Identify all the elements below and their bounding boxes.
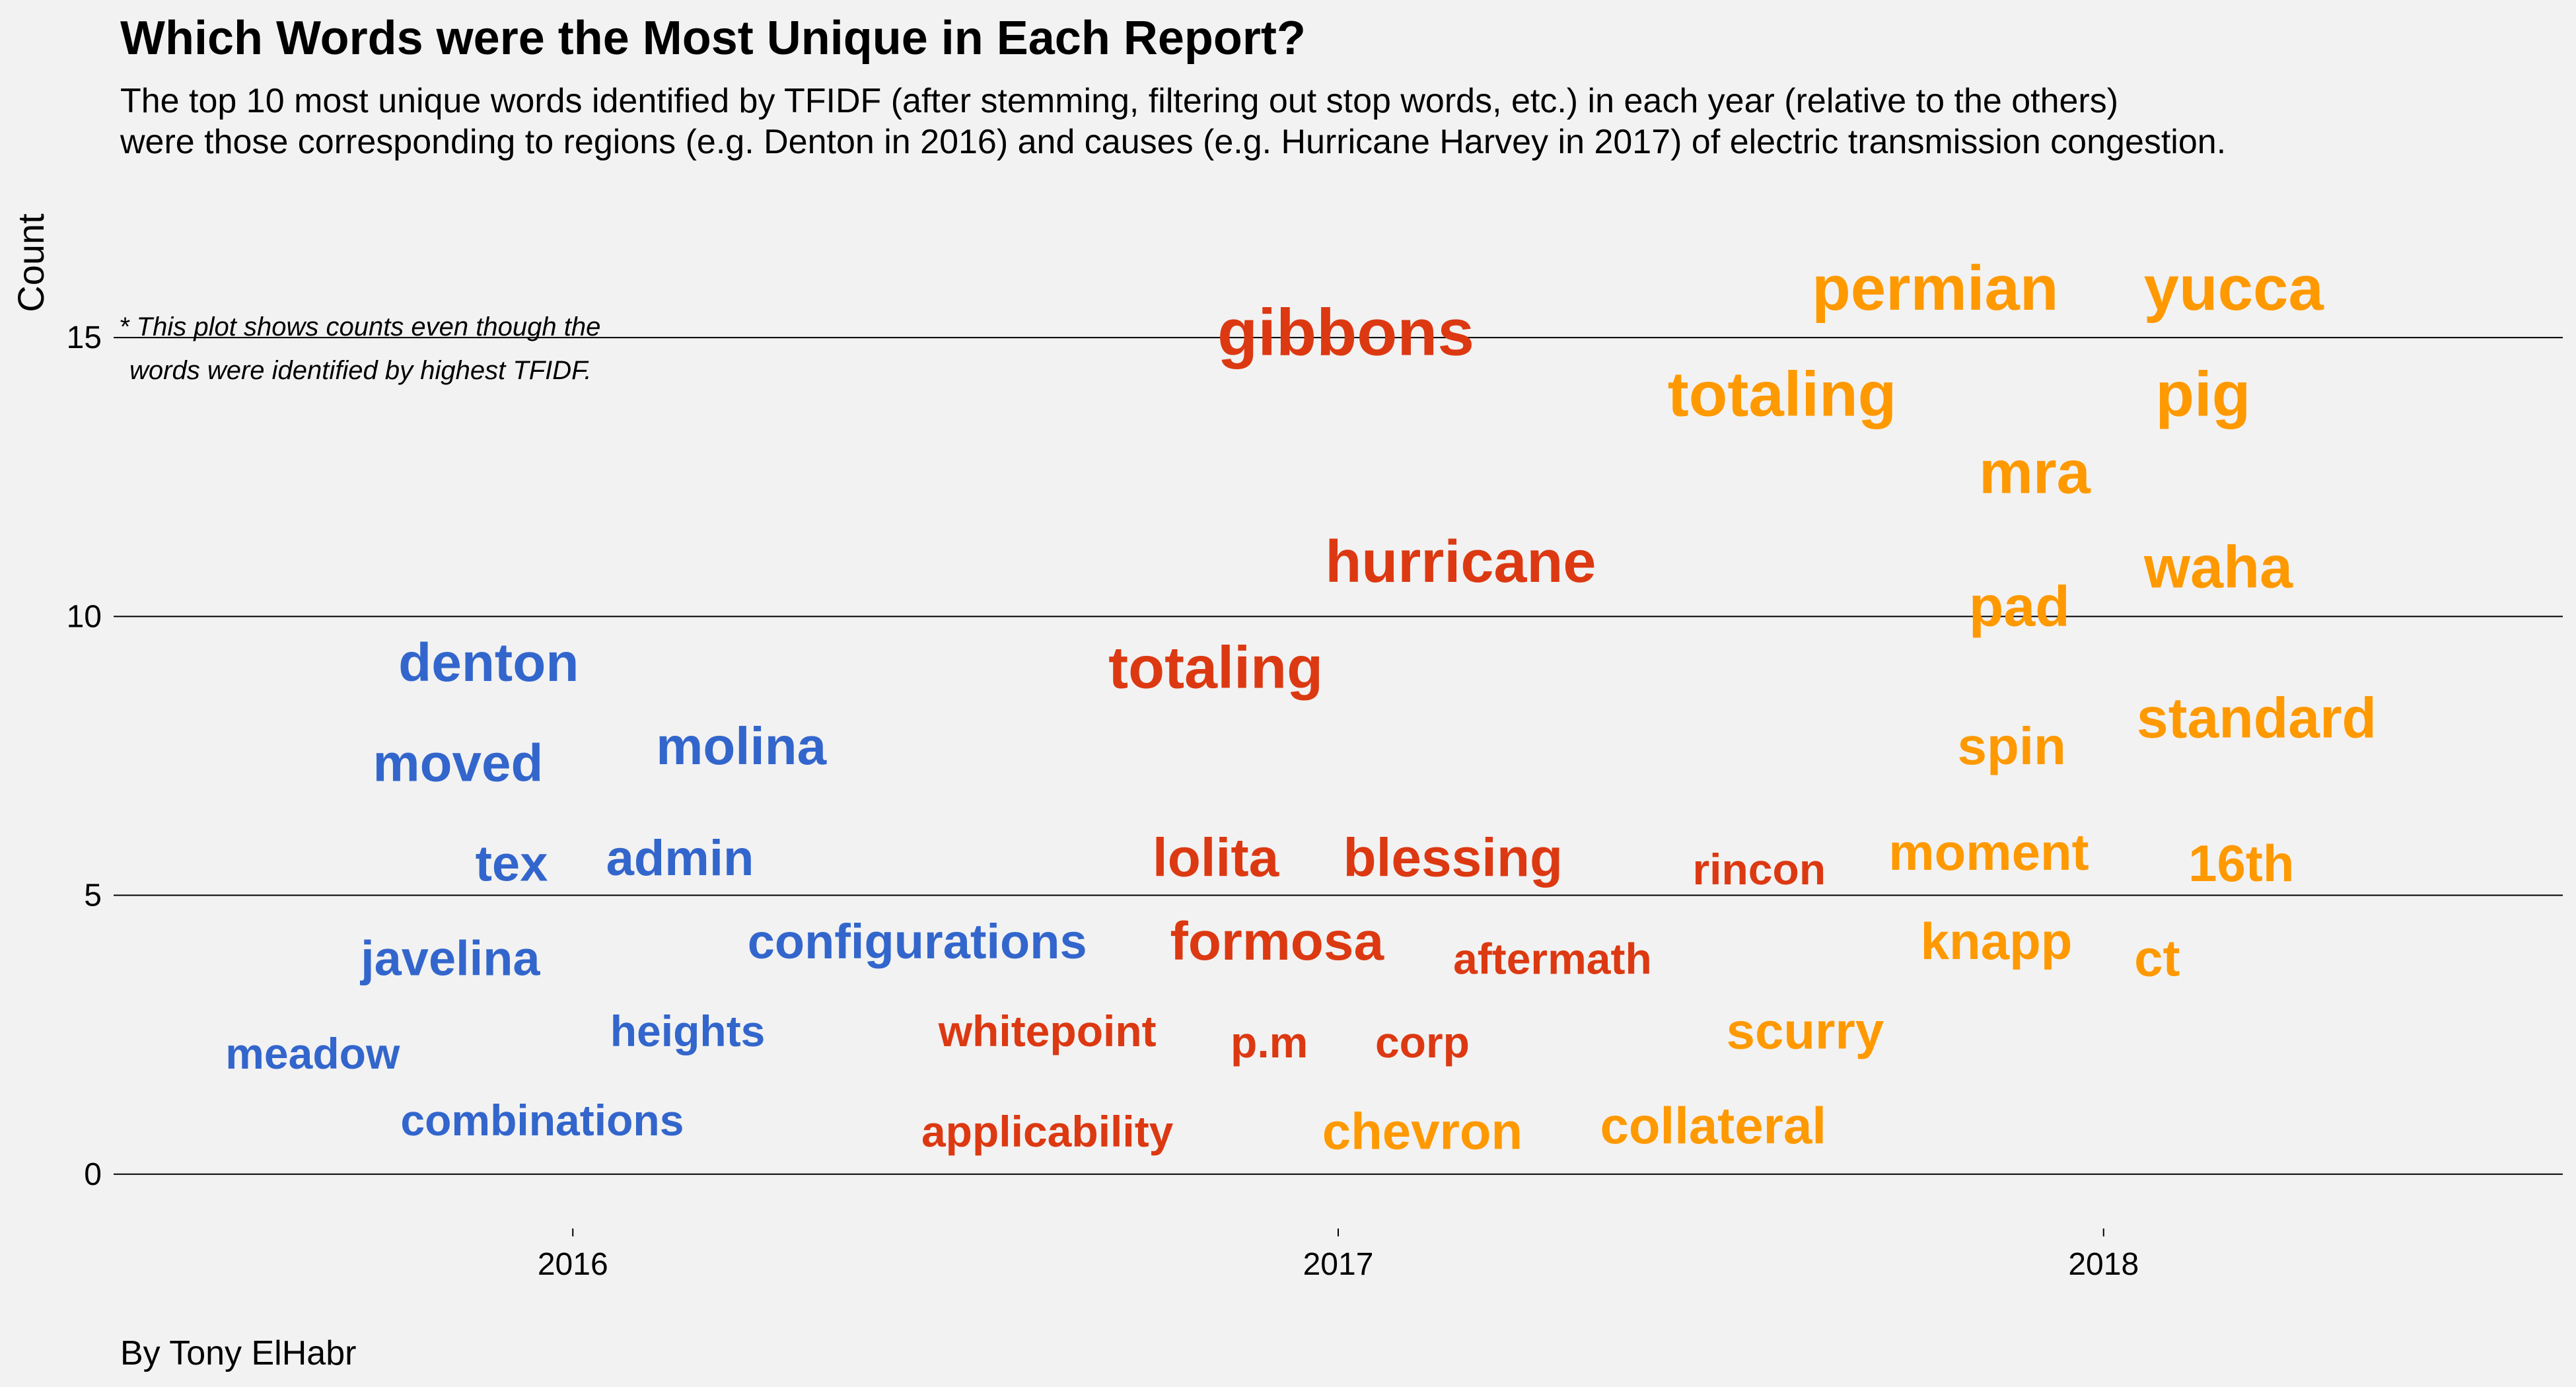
y-tick-label: 0 bbox=[84, 1157, 102, 1192]
word-label-2017: whitepoint bbox=[938, 1007, 1157, 1055]
word-label-2018: waha bbox=[2143, 535, 2293, 601]
word-label-2016: molina bbox=[656, 717, 826, 775]
annotation-line-2: words were identified by highest TFIDF. bbox=[129, 356, 592, 385]
word-label-2018: spin bbox=[1957, 717, 2065, 775]
word-label-2016: tex bbox=[476, 836, 548, 892]
word-label-2017: totaling bbox=[1108, 635, 1323, 701]
word-label-2018: pig bbox=[2155, 359, 2250, 429]
word-label-2016: configurations bbox=[748, 914, 1087, 969]
word-label-2018: mra bbox=[1979, 439, 2091, 507]
word-label-2018: standard bbox=[2137, 686, 2377, 750]
word-label-2017: hurricane bbox=[1325, 529, 1596, 595]
word-label-2016: javelina bbox=[359, 931, 540, 985]
word-label-2016: combinations bbox=[400, 1096, 684, 1145]
x-tick-label: 2016 bbox=[538, 1247, 608, 1282]
word-label-2017: p.m bbox=[1231, 1018, 1308, 1067]
y-axis-label: Count bbox=[10, 213, 52, 312]
annotation-line-1: * This plot shows counts even though the bbox=[119, 312, 600, 341]
chart-subtitle-line-1: The top 10 most unique words identified … bbox=[120, 82, 2118, 120]
word-label-2017: rincon bbox=[1692, 845, 1826, 894]
y-tick-label: 15 bbox=[67, 320, 102, 355]
y-axis-ticks: 0 5 10 15 bbox=[67, 320, 102, 1192]
x-tick-label: 2017 bbox=[1303, 1247, 1374, 1282]
word-label-2016: heights bbox=[610, 1007, 766, 1055]
x-axis-ticks: 2016 2017 2018 bbox=[538, 1228, 2139, 1282]
word-label-2018: pad bbox=[1969, 575, 2070, 639]
gridlines bbox=[114, 337, 2563, 1175]
word-label-2018: yucca bbox=[2144, 253, 2324, 324]
word-label-2018: chevron bbox=[1322, 1102, 1522, 1160]
chart-caption: By Tony ElHabr bbox=[120, 1334, 356, 1372]
word-label-2018: totaling bbox=[1668, 359, 1897, 429]
word-label-2018: collateral bbox=[1600, 1096, 1827, 1155]
word-label-2018: permian bbox=[1812, 253, 2058, 324]
chart-title: Which Words were the Most Unique in Each… bbox=[120, 12, 1306, 65]
word-label-2016: denton bbox=[398, 633, 579, 693]
word-label-2018: 16th bbox=[2188, 834, 2294, 892]
word-label-2017: lolita bbox=[1153, 828, 1280, 888]
word-label-2017: aftermath bbox=[1453, 934, 1652, 983]
word-label-2018: scurry bbox=[1727, 1001, 1884, 1059]
word-label-2018: ct bbox=[2134, 929, 2180, 987]
x-tick-label: 2018 bbox=[2068, 1247, 2139, 1282]
word-label-2017: corp bbox=[1375, 1018, 1470, 1067]
word-label-2018: moment bbox=[1888, 823, 2089, 881]
y-tick-label: 5 bbox=[84, 878, 102, 913]
word-label-2017: applicability bbox=[921, 1107, 1174, 1156]
word-label-2016: meadow bbox=[225, 1029, 400, 1078]
word-label-2016: moved bbox=[373, 733, 544, 792]
word-label-2017: blessing bbox=[1343, 828, 1563, 888]
word-labels: denton moved molina tex admin javelina configu… bbox=[225, 253, 2377, 1160]
word-label-2017: gibbons bbox=[1217, 296, 1474, 370]
word-label-2018: knapp bbox=[1921, 912, 2073, 970]
word-label-2016: admin bbox=[606, 830, 754, 886]
chart-subtitle-line-2: were those corresponding to regions (e.g… bbox=[120, 123, 2226, 161]
word-label-2017: formosa bbox=[1170, 911, 1385, 972]
y-tick-label: 10 bbox=[67, 599, 102, 634]
